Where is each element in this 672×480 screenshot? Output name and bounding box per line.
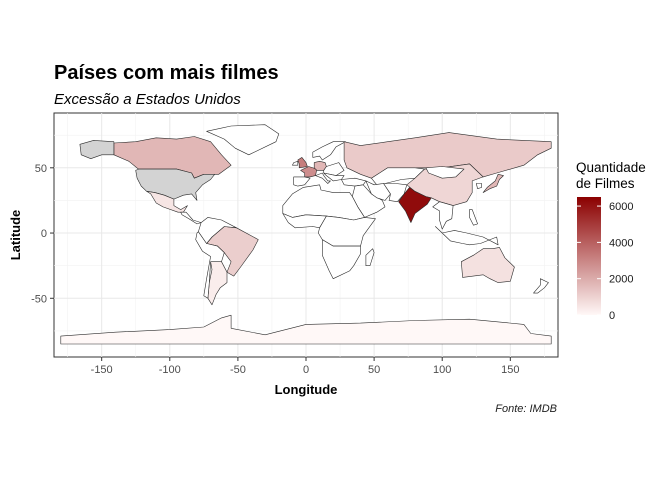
country-ireland — [292, 161, 299, 166]
country-iran — [365, 180, 391, 201]
country-argentina — [207, 261, 228, 306]
y-tick-label: 50 — [35, 163, 47, 175]
x-tick-label: -50 — [230, 364, 246, 376]
chart-title: Países com mais filmes — [54, 62, 279, 84]
country-iberia — [293, 176, 311, 187]
source-caption: Fonte: IMDB — [495, 403, 557, 415]
chart-subtitle: Excessão a Estados Unidos — [54, 91, 241, 108]
country-scandinavia — [312, 141, 346, 161]
legend-title-line2: de Filmes — [576, 176, 635, 191]
country-korea — [475, 183, 483, 189]
country-alaska — [79, 140, 115, 159]
y-tick-label: 0 — [41, 228, 47, 240]
legend-tick-label: 0 — [609, 310, 615, 322]
country-andes — [195, 231, 225, 299]
country-japan — [482, 174, 504, 193]
country-greenland — [206, 124, 280, 156]
country-mongolia — [425, 166, 465, 179]
legend-tick-label: 6000 — [609, 201, 633, 213]
country-india — [398, 187, 432, 223]
country-philippines — [469, 209, 478, 226]
legend-title: Quantidade de Filmes — [576, 160, 646, 192]
country-central-america — [180, 211, 202, 225]
legend-colorbar — [577, 197, 601, 315]
country-russia — [343, 132, 552, 179]
country-madagascar — [365, 248, 375, 267]
legend-tick-label: 2000 — [609, 274, 633, 286]
x-axis-ticks: -150 -100 -50 0 50 100 150 — [91, 357, 520, 376]
country-united-kingdom — [297, 157, 308, 169]
legend-tick-label: 4000 — [609, 237, 633, 249]
country-afghanistan-pakistan — [383, 183, 408, 202]
x-tick-label: -150 — [91, 364, 113, 376]
x-axis-label: Longitude — [275, 382, 338, 397]
x-tick-label: 0 — [303, 364, 309, 376]
country-central-africa — [317, 215, 376, 247]
x-tick-label: 100 — [433, 364, 451, 376]
country-new-zealand — [533, 278, 549, 294]
y-tick-label: -50 — [31, 293, 47, 305]
x-tick-label: -100 — [159, 364, 181, 376]
x-tick-label: 50 — [368, 364, 380, 376]
country-indonesia — [435, 226, 499, 246]
y-axis-label: Latitude — [8, 210, 23, 261]
country-north-south-america — [198, 217, 237, 244]
country-mexico — [146, 191, 188, 213]
country-shapes — [60, 124, 552, 345]
country-southeast-asia — [432, 201, 454, 230]
country-italy — [315, 172, 331, 184]
country-antarctica — [60, 314, 552, 345]
y-axis-ticks: 50 0 -50 — [31, 163, 54, 305]
legend-ticks: 6000 4000 2000 0 — [577, 201, 633, 322]
x-tick-label: 150 — [501, 364, 519, 376]
country-france — [300, 166, 318, 178]
country-australia — [460, 247, 515, 283]
country-southern-africa — [321, 239, 361, 280]
country-canada — [113, 136, 232, 179]
legend-title-line1: Quantidade — [576, 160, 646, 175]
